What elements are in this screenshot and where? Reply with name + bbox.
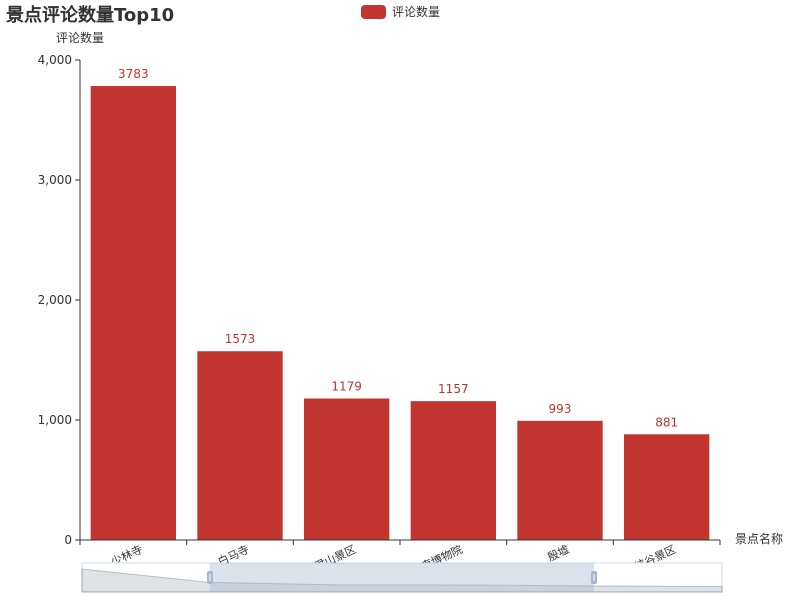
data-zoom-window xyxy=(210,563,594,592)
data-zoom-track xyxy=(81,562,723,593)
bar xyxy=(90,86,176,540)
legend-item[interactable]: 评论数量 xyxy=(361,3,440,20)
x-axis-title: 景点名称 xyxy=(735,531,783,546)
chart-title: 景点评论数量Top10 xyxy=(6,5,175,26)
bar-value-label: 993 xyxy=(549,402,572,416)
x-tick-label: 殷墟 xyxy=(546,543,571,564)
y-axis-title: 评论数量 xyxy=(56,30,104,45)
bar-value-label: 1157 xyxy=(438,382,469,396)
bar xyxy=(410,401,496,540)
bar xyxy=(624,434,710,540)
y-tick-label: 0 xyxy=(64,533,72,547)
data-zoom-preview xyxy=(81,568,723,593)
bar xyxy=(197,351,283,540)
y-tick-label: 2,000 xyxy=(38,293,72,307)
legend-label: 评论数量 xyxy=(392,5,441,19)
bar xyxy=(517,420,603,540)
legend-swatch xyxy=(361,4,386,19)
y-tick-label: 3,000 xyxy=(38,173,72,187)
y-tick-label: 1,000 xyxy=(38,413,72,427)
bar-value-label: 881 xyxy=(655,415,678,429)
bar-value-label: 3783 xyxy=(118,67,149,81)
y-tick-label: 4,000 xyxy=(38,53,72,67)
bar xyxy=(304,398,390,540)
bar-value-label: 1179 xyxy=(331,380,362,394)
bar-value-label: 1573 xyxy=(225,332,256,346)
